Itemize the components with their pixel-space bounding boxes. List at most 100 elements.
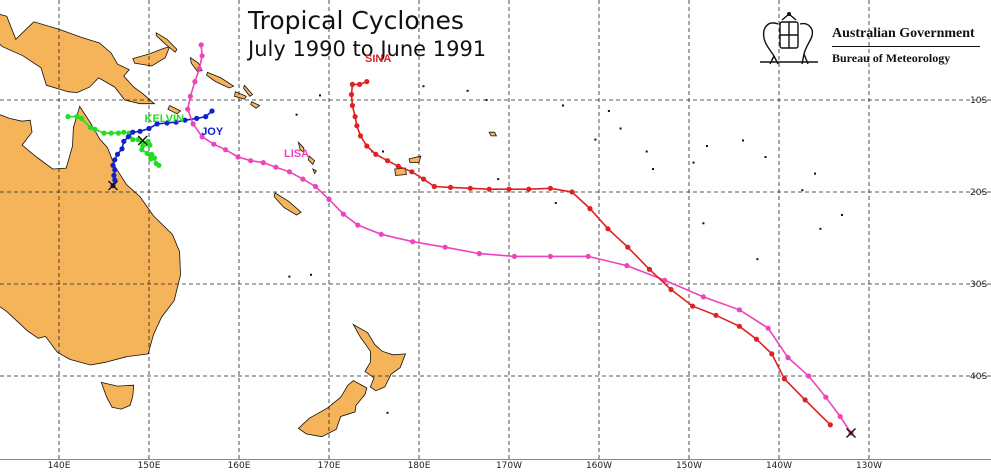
track-point-lisa (410, 239, 416, 245)
track-point-lisa (273, 164, 279, 170)
track-point-joy (137, 128, 143, 134)
track-point-lisa (326, 196, 332, 202)
longitude-label: 150W (675, 461, 703, 471)
land-nz-north (352, 323, 407, 392)
track-point-joy (154, 121, 160, 127)
latitude-label: 10S (970, 96, 988, 106)
small-island (422, 85, 425, 88)
track-point-sina (668, 286, 674, 293)
track-point-sina (447, 184, 454, 190)
track-point-lisa (700, 294, 707, 300)
small-island (814, 172, 816, 175)
track-point-lisa (222, 147, 229, 153)
land-solomons-b (234, 91, 247, 100)
track-point-lisa (300, 176, 306, 182)
track-point-sina (364, 143, 370, 149)
track-point-lisa (355, 222, 361, 228)
track-point-sina (569, 189, 575, 195)
track-point-sina (827, 422, 833, 428)
track-point-kelvin (149, 151, 155, 157)
track-point-lisa (235, 154, 241, 160)
small-island (319, 94, 321, 97)
land-new-ireland (155, 32, 178, 53)
land-tasmania (100, 381, 135, 410)
track-point-kelvin (147, 142, 153, 148)
track-point-sina (605, 226, 611, 232)
track-point-kelvin (121, 129, 127, 135)
track-point-joy (114, 151, 121, 157)
track-point-joy (121, 138, 127, 144)
track-point-joy (125, 134, 131, 140)
dissipation-cross-icon (137, 135, 148, 146)
small-island (819, 227, 822, 230)
small-island (466, 89, 469, 92)
coat-of-arms-icon (760, 12, 818, 65)
track-point-lisa (511, 253, 517, 259)
track-point-lisa (198, 42, 204, 48)
cyclone-label-kelvin: KELVIN (144, 113, 185, 126)
land-new-guinea (0, 14, 156, 105)
land-samoa (488, 131, 498, 137)
longitude-label: 180E (407, 461, 431, 471)
track-point-lisa (192, 79, 198, 85)
cyclone-tracks (65, 42, 856, 439)
track-point-sina (646, 266, 653, 272)
small-island (607, 110, 610, 112)
track-point-sina (802, 397, 808, 403)
small-island (742, 139, 744, 142)
track-point-lisa (442, 244, 448, 250)
track-point-joy (112, 157, 118, 163)
latitude-label: 40S (970, 372, 988, 382)
track-point-sina (420, 176, 427, 182)
small-island (554, 202, 557, 204)
track-point-lisa (199, 134, 205, 140)
land-nz-south (297, 380, 368, 438)
land-australia (0, 105, 181, 366)
small-island (562, 104, 564, 107)
track-point-kelvin (135, 137, 141, 143)
track-point-lisa (286, 169, 292, 175)
track-line-sina (350, 80, 831, 426)
track-point-lisa (211, 141, 217, 147)
track-point-sina (713, 312, 719, 318)
track-point-kelvin (65, 114, 71, 120)
small-island (386, 411, 389, 414)
small-island (288, 275, 291, 278)
dissipation-cross-icon (108, 180, 118, 191)
track-point-joy (110, 162, 116, 168)
longitude-label: 170W (495, 461, 523, 471)
track-point-kelvin (74, 114, 80, 120)
track-point-joy (112, 167, 118, 173)
track-point-lisa (199, 53, 205, 59)
logo-divider (832, 46, 980, 47)
track-point-sina (409, 169, 415, 175)
cyclone-label-sina: SINA (365, 52, 392, 65)
small-island (310, 273, 312, 276)
bureau-name: Bureau of Meteorology (832, 51, 951, 65)
track-point-kelvin (139, 147, 145, 153)
small-island (652, 168, 654, 170)
track-point-lisa (823, 394, 829, 400)
small-island (841, 214, 843, 216)
land-solomons-a (206, 71, 235, 89)
longitude-label: 140W (765, 461, 793, 471)
track-point-kelvin (130, 137, 136, 143)
track-point-sina (348, 91, 355, 98)
small-island (706, 145, 708, 147)
track-point-sina (587, 206, 593, 212)
map-title: Tropical Cyclones July 1990 to June 1991 (248, 6, 486, 62)
latitude-label: 30S (970, 280, 988, 290)
small-island (801, 189, 804, 192)
land-vanuatu-c (312, 168, 317, 175)
track-point-sina (395, 163, 401, 169)
track-point-sina (357, 81, 363, 87)
track-point-sina (352, 114, 358, 120)
land-solomons-d (250, 101, 261, 109)
longitude-label: 170E (317, 461, 341, 471)
track-point-kelvin (151, 155, 157, 161)
track-point-lisa (260, 160, 266, 166)
track-point-joy (209, 108, 215, 114)
track-point-joy (182, 117, 188, 123)
small-island (382, 150, 384, 153)
